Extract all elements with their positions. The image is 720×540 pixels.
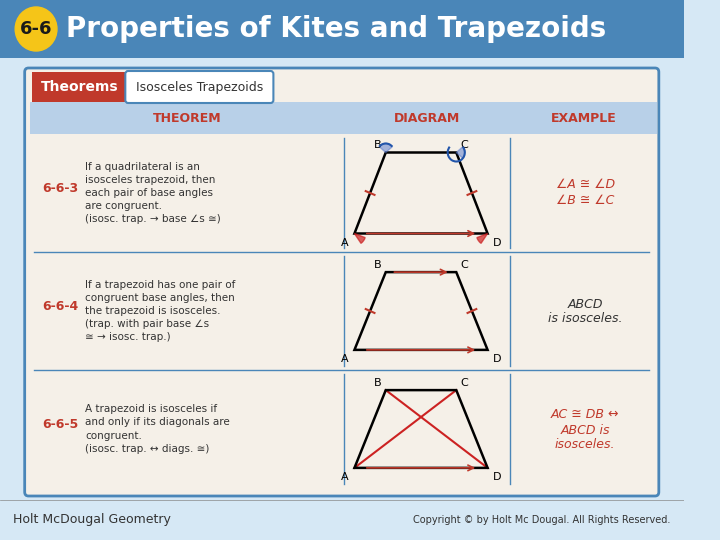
- Text: is isosceles.: is isosceles.: [548, 313, 623, 326]
- Text: B: B: [374, 260, 382, 270]
- Text: 6-6: 6-6: [20, 20, 53, 38]
- Text: Holt McDougal Geometry: Holt McDougal Geometry: [13, 514, 171, 526]
- Text: AC ≅ DB ↔: AC ≅ DB ↔: [551, 408, 619, 422]
- Text: B: B: [374, 378, 382, 388]
- Wedge shape: [354, 233, 365, 244]
- Text: Properties of Kites and Trapezoids: Properties of Kites and Trapezoids: [66, 15, 607, 43]
- Text: C: C: [460, 378, 468, 388]
- Text: ∠B ≅ ∠C: ∠B ≅ ∠C: [556, 194, 614, 207]
- Text: isosceles.: isosceles.: [555, 438, 616, 451]
- Text: A: A: [341, 472, 348, 482]
- FancyBboxPatch shape: [24, 68, 659, 496]
- Text: 6-6-5: 6-6-5: [42, 418, 78, 431]
- Text: A: A: [341, 354, 348, 364]
- Text: THEOREM: THEOREM: [153, 111, 221, 125]
- FancyBboxPatch shape: [343, 102, 510, 134]
- Wedge shape: [477, 233, 487, 244]
- FancyBboxPatch shape: [32, 72, 126, 102]
- Text: D: D: [493, 354, 502, 364]
- Text: D: D: [493, 238, 502, 247]
- Text: If a trapezoid has one pair of
congruent base angles, then
the trapezoid is isos: If a trapezoid has one pair of congruent…: [86, 280, 236, 342]
- Text: B: B: [374, 140, 382, 151]
- FancyBboxPatch shape: [0, 0, 683, 58]
- FancyBboxPatch shape: [125, 71, 274, 103]
- Text: 6-6-4: 6-6-4: [42, 300, 78, 314]
- Text: ABCD is: ABCD is: [560, 424, 610, 437]
- Text: C: C: [460, 260, 468, 270]
- Text: A trapezoid is isosceles if
and only if its diagonals are
congruent.
(isosc. tra: A trapezoid is isosceles if and only if …: [86, 404, 230, 454]
- Wedge shape: [456, 147, 465, 158]
- Text: D: D: [493, 472, 502, 482]
- Text: A: A: [341, 238, 348, 247]
- Text: EXAMPLE: EXAMPLE: [551, 111, 616, 125]
- FancyBboxPatch shape: [510, 102, 657, 134]
- FancyBboxPatch shape: [30, 102, 343, 134]
- Text: Copyright © by Holt Mc Dougal. All Rights Reserved.: Copyright © by Holt Mc Dougal. All Right…: [413, 515, 670, 525]
- Text: C: C: [460, 140, 468, 151]
- Text: DIAGRAM: DIAGRAM: [394, 111, 460, 125]
- Text: Theorems: Theorems: [40, 80, 118, 94]
- Circle shape: [15, 7, 57, 51]
- Text: ∠A ≅ ∠D: ∠A ≅ ∠D: [556, 179, 615, 192]
- Text: Isosceles Trapezoids: Isosceles Trapezoids: [136, 80, 263, 93]
- Text: ABCD: ABCD: [567, 299, 603, 312]
- Wedge shape: [379, 144, 392, 152]
- Text: 6-6-3: 6-6-3: [42, 183, 78, 195]
- Text: If a quadrilateral is an
isosceles trapezoid, then
each pair of base angles
are : If a quadrilateral is an isosceles trape…: [86, 161, 221, 225]
